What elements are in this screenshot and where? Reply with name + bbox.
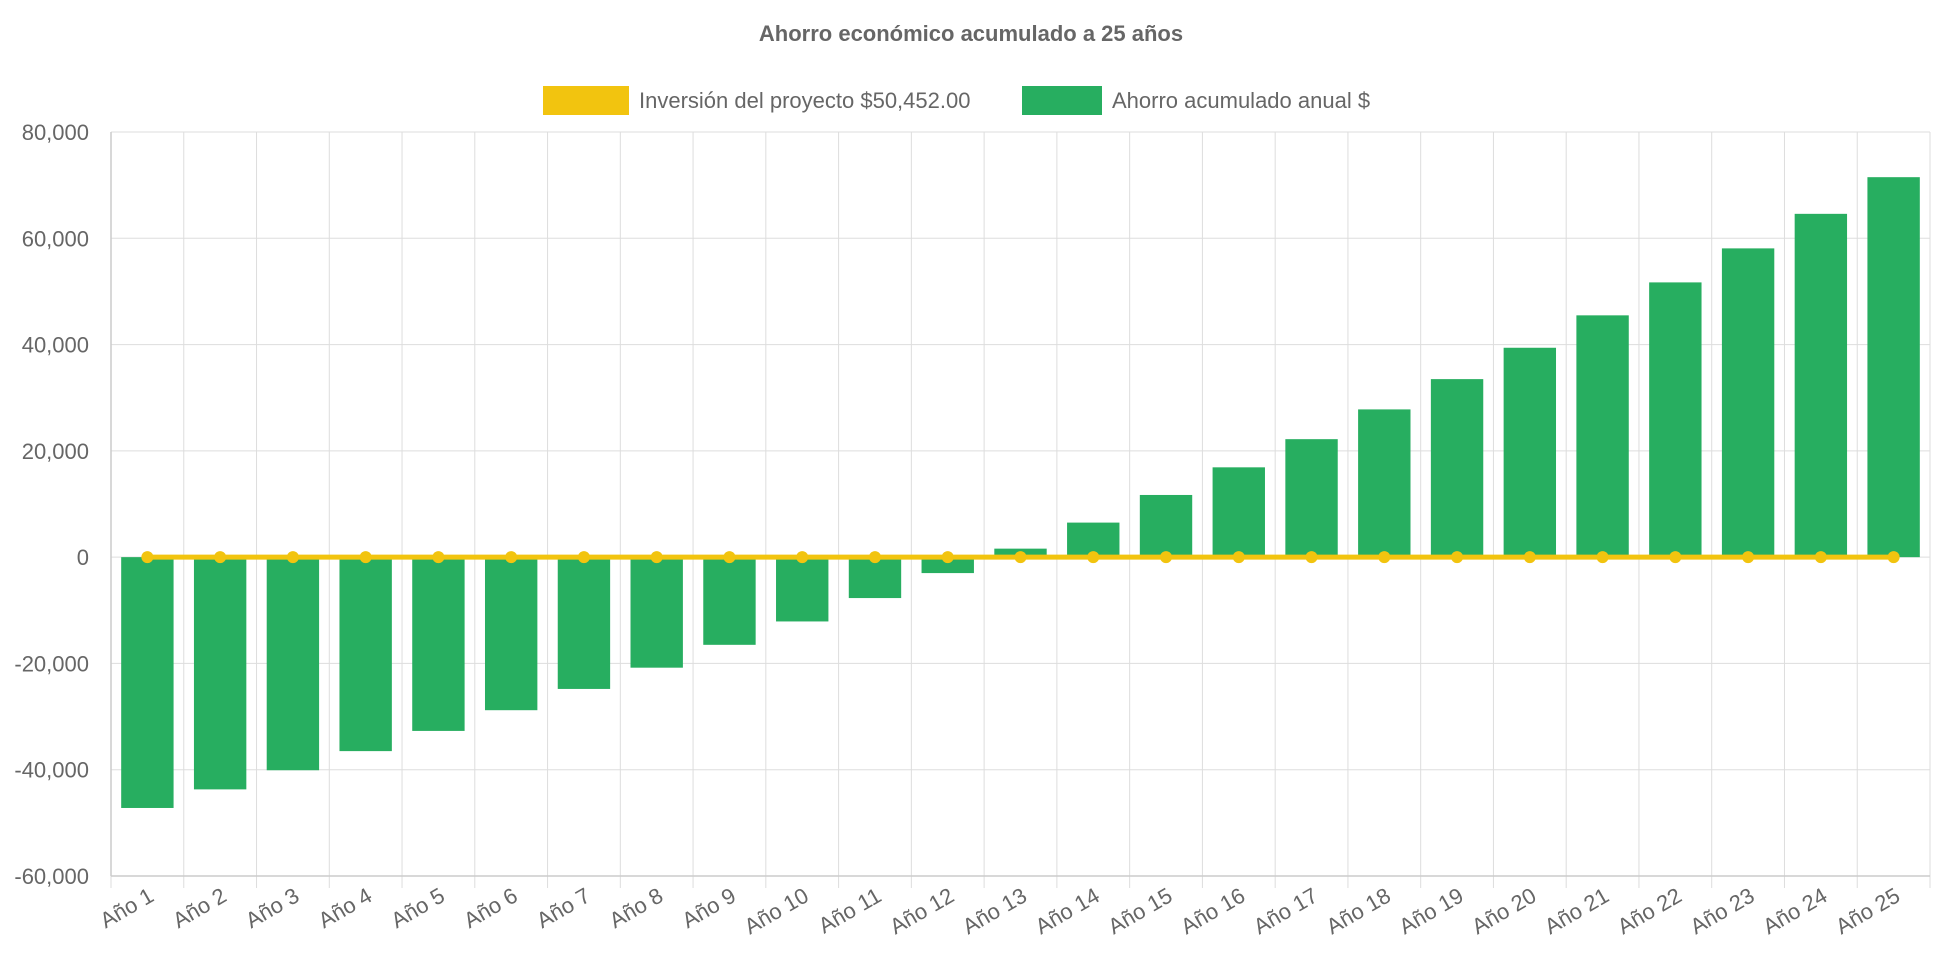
x-tick-label: Año 24 <box>1758 883 1831 940</box>
bar-25[interactable] <box>1867 177 1920 558</box>
investment-point-15[interactable] <box>1160 551 1173 564</box>
x-tick-label: Año 10 <box>740 883 813 940</box>
investment-point-12[interactable] <box>941 551 954 564</box>
x-tick-label: Año 25 <box>1831 883 1904 940</box>
investment-point-4[interactable] <box>359 551 372 564</box>
bar-23[interactable] <box>1721 248 1775 558</box>
y-tick-label: -20,000 <box>14 651 89 676</box>
investment-point-23[interactable] <box>1742 551 1755 564</box>
legend-label-2[interactable]: Ahorro acumulado anual $ <box>1112 88 1370 113</box>
x-tick-label: Año 2 <box>168 883 230 933</box>
x-tick-labels: Año 1 Año 2 Año 3 Año 4 Año 5 Año 6 Año 7 Año 8… <box>96 883 1905 940</box>
bar-9[interactable] <box>703 557 756 645</box>
investment-point-13[interactable] <box>1014 551 1027 564</box>
axes <box>110 132 1930 877</box>
bars <box>121 177 1920 808</box>
investment-point-1[interactable] <box>141 551 154 564</box>
bar-2[interactable] <box>193 557 247 790</box>
investment-point-6[interactable] <box>505 551 518 564</box>
bar-1[interactable] <box>121 557 174 808</box>
investment-point-20[interactable] <box>1523 551 1536 564</box>
investment-point-24[interactable] <box>1814 551 1827 564</box>
x-tick-label: Año 6 <box>459 883 521 933</box>
x-tick-label: Año 15 <box>1104 883 1177 940</box>
bar-11[interactable] <box>848 557 902 599</box>
y-tick-label: -60,000 <box>14 864 89 889</box>
bar-15[interactable] <box>1139 494 1193 558</box>
investment-point-3[interactable] <box>286 551 299 564</box>
x-tick-label: Año 12 <box>885 883 958 940</box>
bar-22[interactable] <box>1649 282 1702 558</box>
x-tick-label: Año 19 <box>1395 883 1468 940</box>
x-tick-label: Año 4 <box>314 883 376 933</box>
investment-point-8[interactable] <box>650 551 663 564</box>
investment-point-11[interactable] <box>868 551 881 564</box>
y-tick-label: 60,000 <box>22 226 89 251</box>
x-tick-label: Año 20 <box>1467 883 1540 940</box>
y-tick-labels: 80,000 60,000 40,000 20,000 0 -20,000 -40,000 -… <box>14 120 89 889</box>
bar-19[interactable] <box>1430 379 1484 558</box>
investment-point-9[interactable] <box>723 551 736 564</box>
x-tick-label: Año 8 <box>605 883 667 933</box>
bar-4[interactable] <box>339 557 392 752</box>
investment-point-5[interactable] <box>432 551 445 564</box>
bar-21[interactable] <box>1576 315 1629 558</box>
investment-point-17[interactable] <box>1305 551 1318 564</box>
line-series <box>141 551 1900 564</box>
bar-5[interactable] <box>412 557 465 731</box>
investment-point-18[interactable] <box>1378 551 1391 564</box>
bar-3[interactable] <box>266 557 320 771</box>
bar-8[interactable] <box>630 557 683 668</box>
y-tick-label: -40,000 <box>14 758 89 783</box>
x-tick-label: Año 21 <box>1540 883 1613 940</box>
bar-24[interactable] <box>1794 213 1848 558</box>
bar-7[interactable] <box>557 557 611 689</box>
investment-point-19[interactable] <box>1451 551 1464 564</box>
x-tick-label: Año 11 <box>814 883 885 939</box>
y-tick-label: 0 <box>77 545 89 570</box>
chart-title: Ahorro económico acumulado a 25 años <box>759 21 1183 46</box>
investment-point-2[interactable] <box>214 551 227 564</box>
bar-18[interactable] <box>1358 409 1411 558</box>
bar-20[interactable] <box>1503 347 1557 558</box>
bar-16[interactable] <box>1212 467 1265 558</box>
x-tick-label: Año 14 <box>1031 883 1104 940</box>
investment-point-22[interactable] <box>1669 551 1682 564</box>
x-tick-label: Año 17 <box>1249 883 1322 940</box>
legend-swatch-2[interactable] <box>1022 86 1102 115</box>
bar-12[interactable] <box>921 557 974 574</box>
x-tick-label: Año 16 <box>1176 883 1249 940</box>
y-tick-label: 80,000 <box>22 120 89 145</box>
x-tick-label: Año 3 <box>241 883 303 933</box>
y-tick-label: 20,000 <box>22 439 89 464</box>
x-tick-label: Año 22 <box>1613 883 1686 940</box>
investment-point-7[interactable] <box>577 551 590 564</box>
x-tick-label: Año 7 <box>532 883 594 933</box>
x-tick-label: Año 1 <box>96 883 158 933</box>
y-tick-label: 40,000 <box>22 333 89 358</box>
x-tick-label: Año 18 <box>1322 883 1395 940</box>
investment-point-14[interactable] <box>1087 551 1100 564</box>
legend: Inversión del proyecto $50,452.00 Ahorro … <box>543 86 1370 115</box>
legend-swatch-1[interactable] <box>543 86 629 115</box>
x-tick-label: Año 5 <box>387 883 449 933</box>
investment-point-21[interactable] <box>1596 551 1609 564</box>
investment-point-25[interactable] <box>1887 551 1900 564</box>
legend-label-1[interactable]: Inversión del proyecto $50,452.00 <box>639 88 970 113</box>
x-tick-label: Año 9 <box>678 883 740 933</box>
investment-point-16[interactable] <box>1232 551 1245 564</box>
x-tick-label: Año 13 <box>958 883 1031 940</box>
bar-10[interactable] <box>776 557 829 622</box>
bar-6[interactable] <box>484 557 538 711</box>
investment-point-10[interactable] <box>796 551 809 564</box>
bar-17[interactable] <box>1285 439 1338 558</box>
x-tick-label: Año 23 <box>1686 883 1759 940</box>
